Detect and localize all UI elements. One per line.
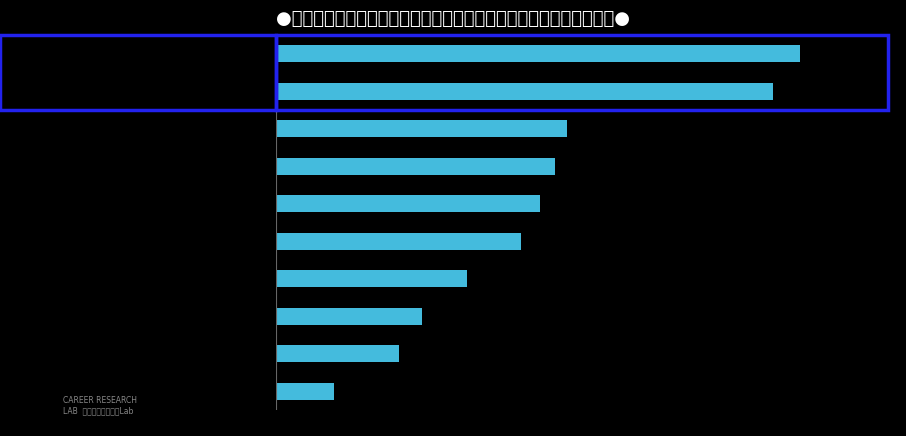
Bar — [276, 270, 467, 287]
Bar — [276, 120, 567, 137]
Bar — [0, 35, 276, 110]
Text: ●ガクチカでどのようなポイントをアピールできそうか（複数選択）●: ●ガクチカでどのようなポイントをアピールできそうか（複数選択）● — [276, 10, 630, 28]
Bar — [276, 35, 888, 110]
Bar — [276, 158, 555, 174]
Bar — [276, 233, 521, 249]
Bar — [276, 45, 800, 62]
Bar — [276, 83, 773, 99]
Bar — [276, 345, 399, 362]
Bar — [276, 308, 421, 324]
Bar — [276, 195, 540, 212]
Text: CAREER RESEARCH
LAB  キャリアリサーチLab: CAREER RESEARCH LAB キャリアリサーチLab — [63, 396, 138, 415]
Bar — [276, 383, 333, 399]
